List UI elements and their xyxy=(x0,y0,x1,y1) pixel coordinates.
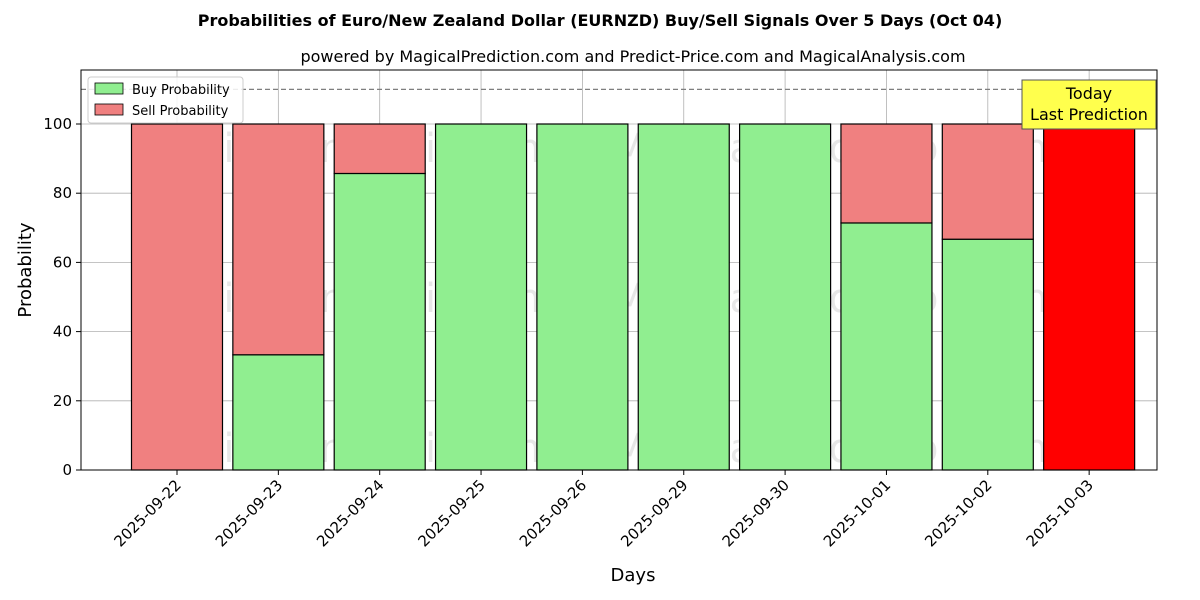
x-axis-ticks: 2025-09-22 2025-09-23 2025-09-24 2025-09-25… xyxy=(110,470,1097,550)
bar-buy xyxy=(738,123,832,471)
x-tick-label: 2025-09-25 xyxy=(414,476,488,550)
bar-sell xyxy=(1043,123,1136,471)
x-tick-label: 2025-10-01 xyxy=(820,476,894,550)
legend-swatch-buy xyxy=(94,82,124,95)
legend-box xyxy=(87,76,244,124)
chart-subtitle: powered by MagicalPrediction.com and Pre… xyxy=(300,47,965,66)
x-tick-label: 2025-09-24 xyxy=(313,476,387,550)
x-tick-label: 2025-09-22 xyxy=(110,476,184,550)
y-tick-label: 60 xyxy=(53,253,72,271)
y-tick-label: 40 xyxy=(53,323,72,341)
x-tick-label: 2025-09-23 xyxy=(212,476,286,550)
bar-sell xyxy=(840,123,933,224)
bar-buy xyxy=(941,238,1034,471)
bar-buy xyxy=(232,354,325,471)
bar-buy xyxy=(434,123,528,471)
x-tick-label: 2025-09-29 xyxy=(617,476,691,550)
plot-frame xyxy=(80,69,1158,471)
bar-sell xyxy=(130,123,224,471)
bar-sell xyxy=(941,123,1034,240)
y-axis-label: Probability xyxy=(15,222,36,317)
annotation-box xyxy=(1021,79,1157,130)
y-tick-label: 100 xyxy=(43,115,72,133)
y-tick-label: 0 xyxy=(62,461,72,479)
bars xyxy=(130,123,1136,471)
legend-swatch-sell xyxy=(94,103,124,116)
annotation-line-2: Last Prediction xyxy=(1030,105,1148,124)
y-tick-label: 20 xyxy=(53,392,72,410)
legend-label-buy: Buy Probability xyxy=(132,83,230,98)
y-axis-ticks: 0 20 40 60 80 100 xyxy=(43,115,81,479)
legend-label-sell: Sell Probability xyxy=(132,104,229,119)
y-tick-label: 80 xyxy=(53,184,72,202)
x-tick-label: 2025-10-03 xyxy=(1023,476,1097,550)
bar-sell xyxy=(333,123,426,175)
x-tick-label: 2025-09-30 xyxy=(719,476,793,550)
chart-title: Probabilities of Euro/New Zealand Dollar… xyxy=(198,11,1003,30)
annotation-line-1: Today xyxy=(1065,84,1112,103)
bar-buy xyxy=(840,222,933,471)
x-tick-label: 2025-10-02 xyxy=(921,476,995,550)
bar-buy xyxy=(333,172,426,471)
legend: Buy Probability Sell Probability xyxy=(87,76,244,124)
bar-buy xyxy=(536,123,629,471)
x-tick-label: 2025-09-26 xyxy=(516,476,590,550)
x-axis-label: Days xyxy=(611,565,656,586)
today-annotation: Today Last Prediction xyxy=(1021,79,1157,130)
bar-sell xyxy=(232,123,325,356)
bar-buy xyxy=(637,123,730,471)
